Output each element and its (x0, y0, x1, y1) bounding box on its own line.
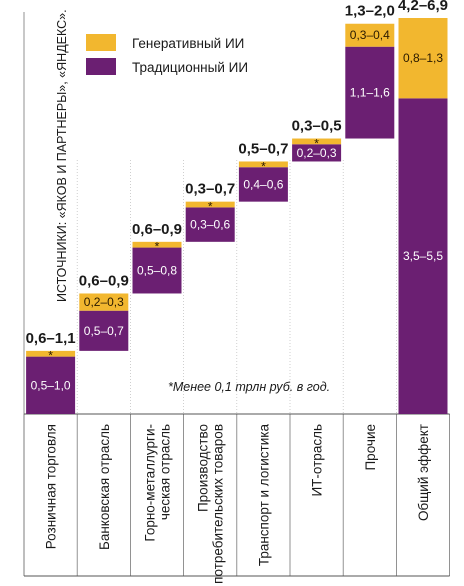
bar-traditional (292, 144, 342, 162)
bar-generative (79, 293, 129, 311)
bar-traditional (345, 46, 395, 139)
total-label: 0,3–0,7 (185, 181, 235, 198)
category-label: ческая отрасль (158, 424, 173, 520)
category-label: Производство (196, 424, 211, 512)
legend: Генеративный ИИ Традиционный ИИ (86, 34, 248, 75)
total-label: 0,6–0,9 (132, 221, 182, 238)
bar-generative (26, 350, 76, 357)
category-separators (23, 12, 451, 577)
category-label: Транспорт и логистика (256, 424, 271, 567)
data-label-generative: * (314, 136, 319, 150)
data-label-traditional: 0,5–1,0 (31, 378, 71, 392)
data-label-generative: * (155, 240, 160, 254)
data-label-traditional: 0,5–0,7 (84, 324, 124, 338)
total-label: 0,6–1,1 (26, 330, 76, 347)
data-label-traditional: 0,5–0,8 (137, 264, 177, 278)
data-label-traditional: 0,2–0,3 (297, 146, 337, 160)
data-label-generative: * (261, 159, 266, 173)
total-label: 4,2–6,9 (398, 0, 448, 14)
legend-label-traditional: Традиционный ИИ (132, 60, 248, 75)
data-label-generative: * (48, 349, 53, 363)
total-label: 0,3–0,5 (292, 118, 342, 135)
total-label: 0,6–0,9 (79, 272, 129, 289)
data-label-generative: 0,8–1,3 (403, 51, 443, 65)
bar-traditional (398, 98, 448, 414)
bar-traditional (26, 356, 76, 414)
data-label-generative: 0,3–0,4 (350, 28, 390, 42)
bar-traditional (185, 207, 235, 242)
category-label: Прочие (363, 424, 378, 471)
bar-traditional (79, 310, 129, 351)
category-label: Общий эффект (416, 424, 431, 521)
source-caption: ИСТОЧНИКИ: «ЯКОВ И ПАРТНЕРЫ», «ЯНДЕКС». (55, 9, 69, 302)
data-label-traditional: 0,4–0,6 (243, 177, 283, 191)
legend-label-generative: Генеративный ИИ (132, 36, 244, 51)
data-label-traditional: 0,3–0,6 (190, 218, 230, 232)
category-label: Розничная торговля (44, 424, 59, 549)
data-label-traditional: 1,1–1,6 (350, 86, 390, 100)
category-label: Банковская отрасль (97, 424, 112, 550)
category-label: ИТ-отрасль (310, 424, 325, 497)
chart-bars: 0,5–1,0 * 0,6–1,1 0,5–0,7 0,2–0,3 0,6–0,9 0,5–… (26, 0, 448, 414)
data-label-generative: 0,2–0,3 (84, 295, 124, 309)
category-axis: Розничная торговля Банковская отрасль Горн… (44, 424, 431, 584)
legend-swatch-generative (86, 34, 116, 51)
category-label: потребительских товаров (211, 424, 226, 584)
footnote: *Менее 0,1 трлн руб. в год. (168, 380, 330, 394)
category-label: Горно-металлурги- (143, 424, 158, 542)
legend-swatch-traditional (86, 58, 116, 75)
bar-generative (292, 138, 342, 145)
bar-traditional (238, 167, 288, 202)
data-label-traditional: 3,5–5,5 (403, 249, 443, 263)
bar-generative (398, 18, 448, 99)
total-label: 1,3–2,0 (345, 3, 395, 20)
bar-traditional (132, 247, 182, 294)
bar-generative (185, 201, 235, 208)
data-label-generative: * (208, 200, 213, 214)
bar-generative (238, 161, 288, 168)
bar-generative (345, 23, 395, 47)
total-label: 0,5–0,7 (238, 140, 288, 157)
bar-generative (132, 241, 182, 248)
